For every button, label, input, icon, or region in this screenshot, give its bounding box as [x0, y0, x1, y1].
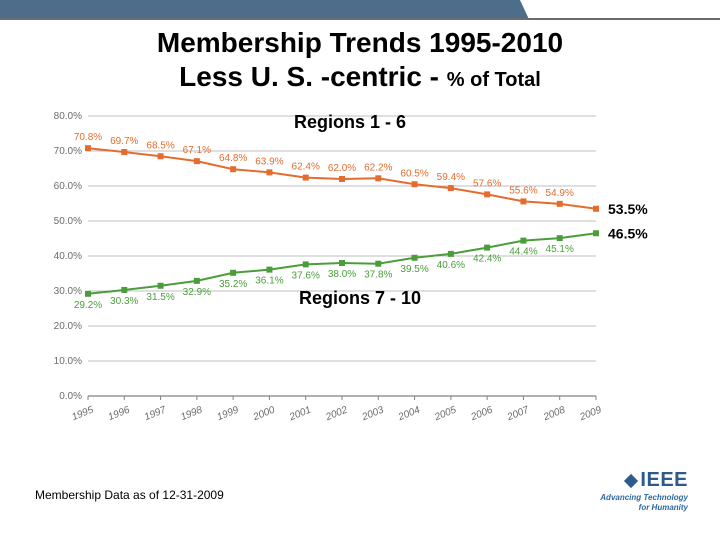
svg-text:67.1%: 67.1%	[183, 145, 211, 156]
header-underline	[0, 18, 720, 20]
svg-text:60.5%: 60.5%	[400, 168, 428, 179]
slide-title: Membership Trends 1995-2010 Less U. S. -…	[0, 26, 720, 93]
svg-text:2005: 2005	[432, 404, 458, 423]
logo-diamond-icon	[624, 473, 638, 487]
svg-text:29.2%: 29.2%	[74, 300, 102, 311]
svg-text:30.0%: 30.0%	[54, 286, 82, 297]
svg-text:50.0%: 50.0%	[54, 216, 82, 227]
svg-text:20.0%: 20.0%	[54, 321, 82, 332]
svg-text:40.0%: 40.0%	[54, 251, 82, 262]
svg-text:37.8%: 37.8%	[364, 270, 392, 281]
svg-text:62.2%: 62.2%	[364, 162, 392, 173]
svg-text:69.7%: 69.7%	[110, 136, 138, 147]
title-line-2-main: Less U. S. -centric -	[179, 61, 447, 92]
line-chart: 0.0% 10.0% 20.0% 30.0% 40.0% 50.0% 60.0% 70.0% 8…	[40, 106, 680, 446]
svg-text:1997: 1997	[143, 404, 168, 423]
svg-text:2002: 2002	[323, 404, 349, 423]
svg-text:53.5%: 53.5%	[608, 201, 648, 217]
slide: Membership Trends 1995-2010 Less U. S. -…	[0, 0, 720, 540]
chart-container: 0.0% 10.0% 20.0% 30.0% 40.0% 50.0% 60.0% 70.0% 8…	[40, 106, 680, 446]
svg-text:62.0%: 62.0%	[328, 163, 356, 174]
header-notch	[520, 0, 720, 26]
footnote: Membership Data as of 12-31-2009	[35, 488, 224, 502]
svg-text:2009: 2009	[577, 404, 603, 423]
svg-text:70.0%: 70.0%	[54, 146, 82, 157]
logo-tagline-2: for Humanity	[600, 503, 688, 512]
svg-text:70.8%: 70.8%	[74, 132, 102, 143]
ieee-logo: IEEE Advancing Technology for Humanity	[600, 469, 688, 512]
svg-text:1995: 1995	[70, 404, 95, 423]
svg-text:2003: 2003	[360, 404, 386, 423]
title-line-2-sub: % of Total	[447, 69, 541, 91]
svg-text:35.2%: 35.2%	[219, 279, 247, 290]
svg-text:2000: 2000	[251, 404, 277, 423]
svg-text:Regions 7 - 10: Regions 7 - 10	[299, 288, 421, 308]
svg-text:45.1%: 45.1%	[546, 244, 574, 255]
svg-text:80.0%: 80.0%	[54, 111, 82, 122]
svg-text:1998: 1998	[179, 404, 204, 423]
svg-text:36.1%: 36.1%	[255, 276, 283, 287]
svg-text:57.6%: 57.6%	[473, 178, 501, 189]
svg-text:62.4%: 62.4%	[292, 162, 320, 173]
svg-text:59.4%: 59.4%	[437, 172, 465, 183]
svg-text:32.9%: 32.9%	[183, 287, 211, 298]
svg-text:30.3%: 30.3%	[110, 296, 138, 307]
svg-text:42.4%: 42.4%	[473, 254, 501, 265]
svg-text:1999: 1999	[216, 404, 241, 423]
logo-main: IEEE	[600, 469, 688, 492]
svg-text:40.6%: 40.6%	[437, 260, 465, 271]
svg-text:2004: 2004	[396, 404, 422, 423]
svg-text:54.9%: 54.9%	[546, 188, 574, 199]
svg-text:63.9%: 63.9%	[255, 156, 283, 167]
svg-text:39.5%: 39.5%	[400, 264, 428, 275]
svg-text:10.0%: 10.0%	[54, 356, 82, 367]
svg-text:68.5%: 68.5%	[146, 140, 174, 151]
svg-text:31.5%: 31.5%	[146, 292, 174, 303]
svg-text:37.6%: 37.6%	[292, 270, 320, 281]
svg-text:64.8%: 64.8%	[219, 153, 247, 164]
svg-text:38.0%: 38.0%	[328, 269, 356, 280]
logo-text: IEEE	[640, 469, 688, 492]
svg-text:2006: 2006	[469, 404, 495, 423]
svg-text:55.6%: 55.6%	[509, 185, 537, 196]
svg-text:0.0%: 0.0%	[59, 391, 82, 402]
svg-text:2007: 2007	[505, 404, 531, 423]
title-line-1: Membership Trends 1995-2010	[157, 27, 563, 58]
svg-text:60.0%: 60.0%	[54, 181, 82, 192]
svg-text:2001: 2001	[287, 405, 313, 424]
svg-text:44.4%: 44.4%	[509, 247, 537, 258]
svg-text:Regions 1 - 6: Regions 1 - 6	[294, 112, 406, 132]
svg-text:2008: 2008	[541, 404, 567, 423]
svg-text:1996: 1996	[107, 404, 132, 423]
svg-text:46.5%: 46.5%	[608, 225, 648, 241]
logo-tagline-1: Advancing Technology	[600, 493, 688, 502]
